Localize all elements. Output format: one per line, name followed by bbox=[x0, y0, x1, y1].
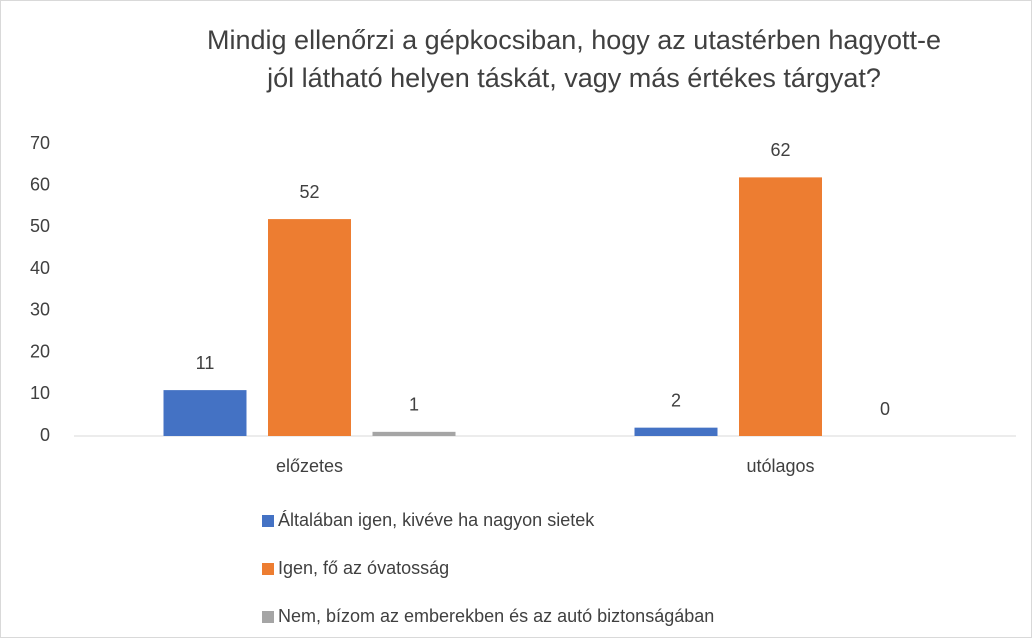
y-tick-label: 10 bbox=[30, 383, 50, 403]
data-label: 52 bbox=[299, 182, 319, 202]
bar bbox=[268, 219, 351, 436]
legend-label: Nem, bízom az emberekben és az autó bizt… bbox=[278, 606, 714, 626]
data-label: 2 bbox=[671, 390, 681, 410]
data-label: 62 bbox=[770, 140, 790, 160]
data-label: 1 bbox=[409, 395, 419, 415]
y-tick-label: 30 bbox=[30, 300, 50, 320]
x-tick-label: utólagos bbox=[746, 456, 814, 476]
bar bbox=[739, 177, 822, 436]
bar bbox=[163, 390, 247, 436]
data-label: 11 bbox=[196, 353, 215, 373]
legend-swatch bbox=[262, 611, 274, 623]
y-tick-label: 50 bbox=[30, 216, 50, 236]
legend-swatch bbox=[262, 563, 274, 575]
y-tick-label: 40 bbox=[30, 258, 50, 278]
legend-label: Igen, fő az óvatosság bbox=[278, 558, 449, 578]
legend-label: Általában igen, kivéve ha nagyon sietek bbox=[278, 510, 595, 530]
chart-title: Mindig ellenőrzi a gépkocsiban, hogy az … bbox=[207, 25, 941, 55]
bar bbox=[372, 431, 456, 436]
y-tick-label: 20 bbox=[30, 341, 50, 361]
legend-swatch bbox=[262, 515, 274, 527]
bar bbox=[634, 427, 718, 436]
y-tick-label: 0 bbox=[40, 425, 50, 445]
x-tick-label: előzetes bbox=[276, 456, 343, 476]
y-tick-label: 70 bbox=[30, 133, 50, 153]
data-label: 0 bbox=[880, 399, 890, 419]
y-tick-label: 60 bbox=[30, 174, 50, 194]
chart-title: jól látható helyen táskát, vagy más érté… bbox=[266, 63, 881, 93]
